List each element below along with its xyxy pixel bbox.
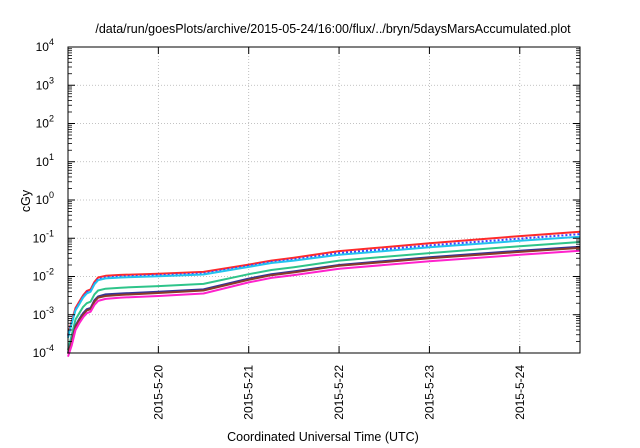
x-tick-label: 2015-5-20 (151, 365, 165, 420)
y-tick-label: 103 (36, 75, 54, 92)
y-tick-base: 10 (33, 270, 47, 284)
y-tick-exponent: -2 (46, 267, 54, 277)
y-axis-label: cGy (19, 189, 33, 212)
chart-title: /data/run/goesPlots/archive/2015-05-24/1… (95, 22, 571, 36)
y-tick-exponent: 1 (49, 152, 54, 162)
series-lines (67, 230, 581, 358)
y-tick-base: 10 (36, 40, 50, 54)
y-tick-exponent: -3 (46, 305, 54, 315)
y-tick-label: 10-1 (33, 228, 54, 245)
series-line-2 (67, 233, 581, 337)
series-line-7 (67, 249, 581, 358)
series-line-3 (67, 235, 581, 339)
series-line-4 (67, 241, 581, 351)
x-axis-label: Coordinated Universal Time (UTC) (227, 430, 419, 444)
x-axis: 2015-5-20 2015-5-21 2015-5-22 2015-5-23 2015… (151, 47, 527, 420)
y-tick-exponent: 4 (49, 37, 54, 47)
x-tick-label: 2015-5-22 (332, 365, 346, 420)
x-tick-label: 2015-5-21 (242, 365, 256, 420)
y-tick-label: 10-3 (33, 305, 54, 322)
y-tick-label: 100 (36, 190, 54, 207)
y-tick-exponent: 0 (49, 190, 54, 200)
series-line-6 (67, 246, 581, 355)
y-tick-label: 101 (36, 152, 54, 169)
grid (68, 47, 580, 353)
y-tick-exponent: 2 (49, 114, 54, 124)
y-tick-base: 10 (33, 308, 47, 322)
y-tick-base: 10 (33, 231, 47, 245)
y-tick-label: 102 (36, 114, 54, 131)
y-tick-exponent: 3 (49, 75, 54, 85)
y-tick-base: 10 (36, 193, 50, 207)
y-tick-base: 10 (36, 155, 50, 169)
x-tick-label: 2015-5-23 (422, 365, 436, 420)
y-tick-base: 10 (36, 117, 50, 131)
y-tick-exponent: -1 (46, 228, 54, 238)
y-tick-label: 10-2 (33, 267, 54, 284)
y-tick-base: 10 (33, 346, 47, 360)
x-tick-label: 2015-5-24 (513, 365, 527, 420)
y-tick-exponent: -4 (46, 343, 54, 353)
y-tick-label: 10-4 (33, 343, 54, 360)
y-tick-base: 10 (36, 78, 50, 92)
y-tick-label: 104 (36, 37, 54, 54)
